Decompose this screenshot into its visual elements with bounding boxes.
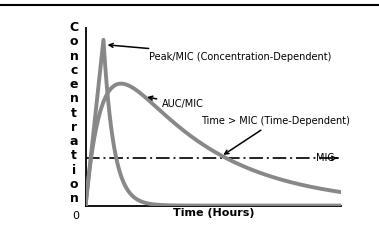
Text: Time > MIC (Time-Dependent): Time > MIC (Time-Dependent): [200, 116, 349, 154]
Text: o: o: [70, 35, 78, 49]
Text: c: c: [70, 64, 78, 77]
Text: n: n: [70, 50, 78, 63]
Text: a: a: [70, 135, 78, 148]
Text: n: n: [70, 192, 78, 205]
Text: i: i: [72, 164, 76, 176]
X-axis label: Time (Hours): Time (Hours): [172, 208, 254, 218]
Text: AUC/MIC: AUC/MIC: [149, 96, 204, 109]
Text: t: t: [71, 149, 77, 162]
Text: Peak/MIC (Concentration-Dependent): Peak/MIC (Concentration-Dependent): [109, 43, 332, 61]
Text: o: o: [70, 178, 78, 191]
Text: C: C: [69, 21, 79, 34]
Text: r: r: [71, 121, 77, 134]
Text: n: n: [70, 92, 78, 105]
Text: t: t: [71, 106, 77, 120]
Text: MIC: MIC: [316, 153, 337, 163]
Text: 0: 0: [72, 211, 79, 221]
Text: e: e: [70, 78, 78, 91]
